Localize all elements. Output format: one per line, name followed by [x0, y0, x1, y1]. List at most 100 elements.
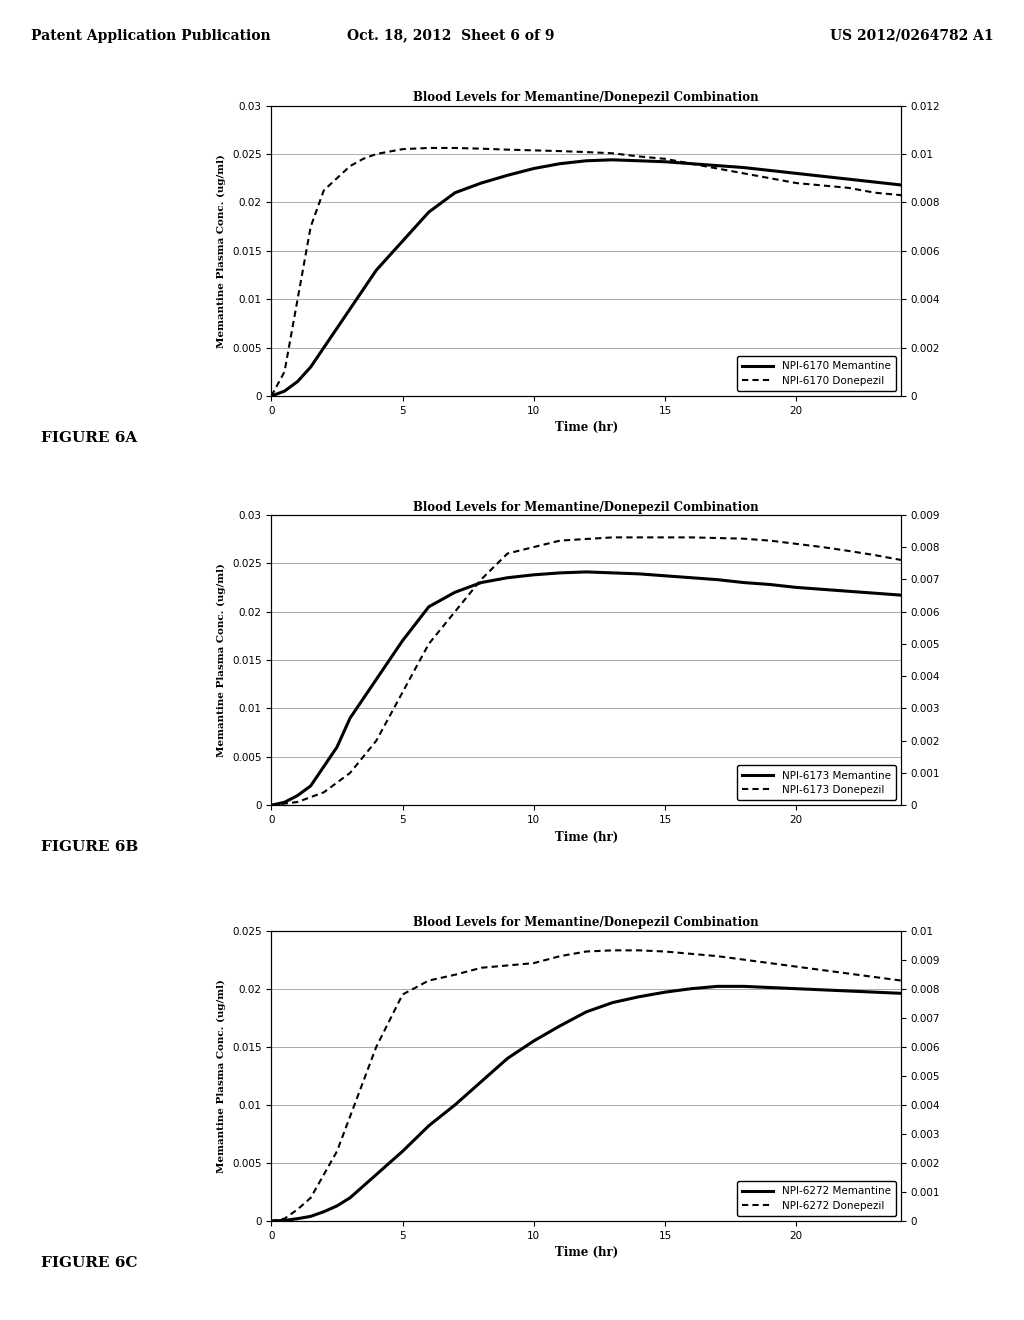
NPI-6173 Donepezil — [843, 543, 855, 558]
NPI-6170 Memantine — [712, 157, 724, 173]
NPI-6173 Memantine — [502, 570, 514, 586]
NPI-6170 Donepezil — [791, 176, 803, 191]
NPI-6173 Memantine — [396, 632, 409, 648]
NPI-6173 Donepezil — [895, 552, 907, 568]
NPI-6173 Memantine — [816, 581, 828, 597]
NPI-6173 Donepezil — [502, 545, 514, 561]
NPI-6170 Memantine — [633, 153, 645, 169]
NPI-6170 Donepezil — [895, 187, 907, 203]
NPI-6173 Donepezil — [816, 539, 828, 554]
NPI-6170 Memantine — [580, 153, 592, 169]
NPI-6170 Memantine — [868, 174, 881, 190]
NPI-6170 Memantine — [685, 156, 697, 172]
NPI-6173 Donepezil — [449, 603, 461, 619]
NPI-6272 Memantine — [633, 989, 645, 1005]
NPI-6173 Memantine — [279, 795, 291, 810]
NPI-6173 Memantine — [423, 599, 435, 615]
NPI-6173 Donepezil — [317, 784, 330, 800]
NPI-6272 Donepezil — [344, 1109, 356, 1125]
NPI-6272 Donepezil — [712, 948, 724, 964]
NPI-6173 Memantine — [764, 577, 776, 593]
NPI-6170 Donepezil — [449, 140, 461, 156]
NPI-6272 Memantine — [371, 1167, 383, 1183]
NPI-6170 Donepezil — [344, 158, 356, 174]
NPI-6170 Memantine — [344, 301, 356, 317]
NPI-6272 Donepezil — [895, 973, 907, 989]
NPI-6272 Memantine — [527, 1034, 540, 1049]
Title: Blood Levels for Memantine/Donepezil Combination: Blood Levels for Memantine/Donepezil Com… — [414, 500, 759, 513]
NPI-6272 Donepezil — [317, 1167, 330, 1183]
NPI-6170 Donepezil — [331, 170, 343, 186]
NPI-6173 Memantine — [685, 570, 697, 586]
NPI-6173 Memantine — [449, 585, 461, 601]
NPI-6170 Donepezil — [658, 150, 671, 166]
NPI-6173 Memantine — [304, 777, 316, 793]
NPI-6170 Memantine — [423, 205, 435, 220]
NPI-6272 Memantine — [554, 1018, 566, 1034]
NPI-6272 Donepezil — [658, 944, 671, 960]
NPI-6170 Memantine — [895, 177, 907, 193]
NPI-6272 Donepezil — [606, 942, 618, 958]
NPI-6173 Memantine — [580, 564, 592, 579]
NPI-6170 Memantine — [658, 154, 671, 170]
NPI-6272 Memantine — [344, 1189, 356, 1205]
Text: Oct. 18, 2012  Sheet 6 of 9: Oct. 18, 2012 Sheet 6 of 9 — [347, 29, 554, 42]
NPI-6170 Memantine — [606, 152, 618, 168]
NPI-6173 Memantine — [843, 583, 855, 599]
NPI-6170 Memantine — [292, 374, 304, 389]
NPI-6272 Memantine — [843, 983, 855, 999]
NPI-6272 Donepezil — [816, 962, 828, 978]
NPI-6173 Memantine — [712, 572, 724, 587]
NPI-6272 Memantine — [712, 978, 724, 994]
NPI-6170 Memantine — [502, 168, 514, 183]
NPI-6272 Donepezil — [580, 944, 592, 960]
NPI-6170 Donepezil — [816, 178, 828, 194]
NPI-6170 Donepezil — [371, 147, 383, 162]
NPI-6272 Donepezil — [304, 1189, 316, 1205]
NPI-6272 Memantine — [606, 995, 618, 1011]
NPI-6173 Memantine — [265, 797, 278, 813]
NPI-6272 Memantine — [658, 985, 671, 1001]
Legend: NPI-6170 Memantine, NPI-6170 Donepezil: NPI-6170 Memantine, NPI-6170 Donepezil — [737, 356, 896, 391]
NPI-6170 Donepezil — [712, 161, 724, 177]
NPI-6173 Donepezil — [423, 636, 435, 652]
NPI-6173 Donepezil — [344, 766, 356, 781]
NPI-6173 Memantine — [554, 565, 566, 581]
NPI-6272 Memantine — [304, 1208, 316, 1224]
NPI-6272 Donepezil — [449, 966, 461, 982]
NPI-6272 Donepezil — [357, 1073, 370, 1089]
NPI-6272 Donepezil — [279, 1210, 291, 1226]
Line: NPI-6170 Donepezil: NPI-6170 Donepezil — [271, 148, 901, 396]
NPI-6173 Donepezil — [764, 533, 776, 549]
Text: FIGURE 6B: FIGURE 6B — [41, 841, 138, 854]
NPI-6170 Donepezil — [265, 388, 278, 404]
NPI-6173 Donepezil — [371, 733, 383, 748]
NPI-6170 Donepezil — [554, 143, 566, 158]
X-axis label: Time (hr): Time (hr) — [555, 1246, 617, 1259]
Legend: NPI-6173 Memantine, NPI-6173 Donepezil: NPI-6173 Memantine, NPI-6173 Donepezil — [737, 766, 896, 800]
NPI-6272 Memantine — [791, 981, 803, 997]
NPI-6170 Donepezil — [304, 219, 316, 235]
NPI-6272 Donepezil — [791, 958, 803, 974]
NPI-6173 Donepezil — [868, 548, 881, 564]
Text: FIGURE 6C: FIGURE 6C — [41, 1257, 137, 1270]
NPI-6272 Donepezil — [265, 1213, 278, 1229]
NPI-6173 Memantine — [317, 759, 330, 775]
X-axis label: Time (hr): Time (hr) — [555, 830, 617, 843]
NPI-6173 Memantine — [791, 579, 803, 595]
NPI-6272 Donepezil — [843, 966, 855, 982]
NPI-6170 Memantine — [265, 388, 278, 404]
NPI-6173 Memantine — [344, 710, 356, 726]
NPI-6173 Memantine — [527, 566, 540, 582]
Line: NPI-6272 Donepezil: NPI-6272 Donepezil — [271, 950, 901, 1221]
NPI-6272 Memantine — [279, 1213, 291, 1229]
NPI-6173 Donepezil — [606, 529, 618, 545]
Y-axis label: Memantine Plasma Conc. (ug/ml): Memantine Plasma Conc. (ug/ml) — [217, 154, 226, 347]
NPI-6173 Donepezil — [265, 797, 278, 813]
Text: FIGURE 6A: FIGURE 6A — [41, 432, 137, 445]
NPI-6170 Donepezil — [383, 144, 395, 160]
Line: NPI-6272 Memantine: NPI-6272 Memantine — [271, 986, 901, 1221]
NPI-6272 Memantine — [737, 978, 750, 994]
NPI-6170 Memantine — [843, 172, 855, 187]
NPI-6173 Memantine — [475, 574, 487, 590]
